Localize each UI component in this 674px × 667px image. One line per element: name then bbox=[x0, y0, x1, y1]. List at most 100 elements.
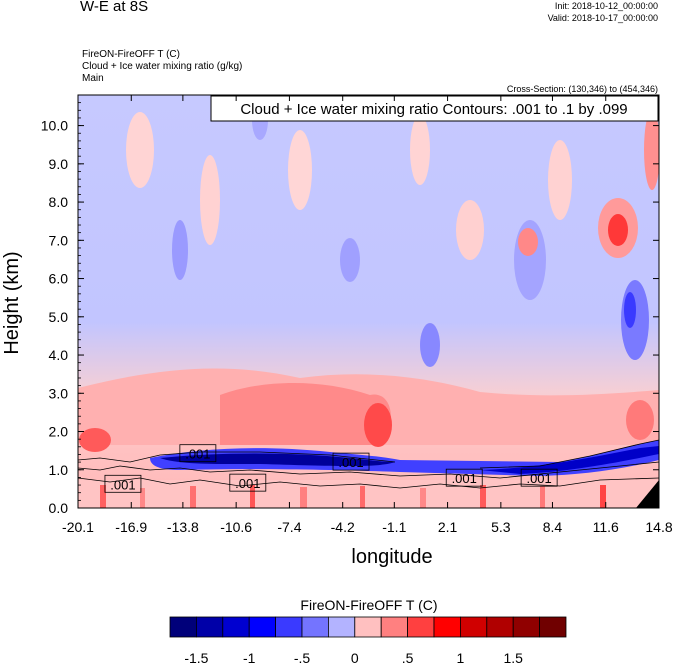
y-tick-label: 6.0 bbox=[49, 271, 69, 287]
y-tick-label: 4.0 bbox=[49, 347, 69, 363]
y-tick-label: 0.0 bbox=[49, 500, 69, 516]
x-tick-label: 8.4 bbox=[543, 519, 563, 535]
surface-stripe bbox=[140, 488, 145, 508]
surface-stripe bbox=[420, 488, 426, 508]
y-tick-label: 3.0 bbox=[49, 385, 69, 401]
contour-label-box bbox=[445, 468, 483, 487]
x-tick-label: -13.8 bbox=[167, 519, 199, 535]
colorbar-title: FireON-FireOFF T (C) bbox=[300, 597, 437, 613]
x-tick-label: 14.8 bbox=[645, 519, 672, 535]
surface-stripe bbox=[100, 485, 106, 508]
contour-label: .001 bbox=[526, 471, 551, 486]
colorbar-swatch bbox=[433, 616, 461, 638]
surface-stripe bbox=[540, 486, 545, 508]
surface-stripe bbox=[300, 487, 307, 508]
contour-label-box bbox=[229, 473, 267, 492]
y-tick-label: 9.0 bbox=[49, 156, 69, 172]
x-tick-label: -4.2 bbox=[331, 519, 355, 535]
contour-info-box bbox=[210, 95, 659, 122]
cold-band bbox=[480, 446, 659, 474]
anomaly-patch bbox=[518, 228, 538, 256]
y-axis: 0.0 1.0 2.0 3.0 4.0 5.0 6.0 7.0 8.0 9.0 10.0 bbox=[41, 94, 659, 516]
x-tick-label: -16.9 bbox=[115, 519, 147, 535]
anomaly-patch bbox=[288, 130, 312, 210]
anomaly-patch bbox=[410, 115, 430, 185]
colorbar-swatch bbox=[486, 616, 514, 638]
anomaly-patch bbox=[364, 403, 392, 447]
x-tick-label: -7.4 bbox=[277, 519, 301, 535]
x-tick-label: -10.6 bbox=[220, 519, 252, 535]
y-tick-label: 7.0 bbox=[49, 232, 69, 248]
domain-label: Main bbox=[82, 73, 104, 84]
colorbar-tick-label: 1 bbox=[457, 650, 465, 666]
y-tick-label: 1.0 bbox=[49, 462, 69, 478]
colorbar-tick-label: 0 bbox=[351, 650, 359, 666]
colorbar-swatch bbox=[195, 616, 224, 638]
contour-label: .001 bbox=[185, 447, 210, 462]
y-tick-label: 5.0 bbox=[49, 309, 69, 325]
anomaly-patch bbox=[548, 140, 572, 220]
colorbar-tick-label: -1.5 bbox=[184, 650, 208, 666]
contour-label-box bbox=[520, 468, 558, 487]
anomaly-patch bbox=[644, 110, 659, 190]
contour-info: Cloud + Ice water mixing ratio Contours:… bbox=[240, 101, 627, 118]
colorbar-swatch bbox=[169, 616, 197, 638]
x-axis: -20.1 -16.9 -13.8 -10.6 -7.4 -4.2 -1.1 2.1 5.3 8.… bbox=[62, 95, 673, 535]
contour-label-box bbox=[179, 444, 217, 463]
chart-title: W-E at 8S bbox=[80, 0, 149, 15]
colorbar-swatch bbox=[248, 616, 276, 638]
colorbar-swatch bbox=[380, 616, 409, 638]
anomaly-patch bbox=[126, 112, 154, 188]
cloud-contour bbox=[78, 477, 659, 489]
cloud-contour bbox=[78, 461, 659, 479]
contour-label: .001 bbox=[338, 455, 363, 470]
cloud-contour bbox=[479, 439, 659, 469]
colorbar-swatch bbox=[327, 616, 356, 638]
colorbar-swatch bbox=[354, 616, 382, 638]
colorbar-swatch bbox=[301, 616, 329, 638]
x-tick-label: 5.3 bbox=[491, 519, 511, 535]
contour-label: .001 bbox=[235, 476, 260, 491]
colorbar-tick-label: .5 bbox=[402, 650, 414, 666]
anomaly-patch bbox=[172, 220, 188, 280]
valid-time: Valid: 2018-10-17_00:00:00 bbox=[547, 13, 658, 23]
warm-layer bbox=[220, 382, 391, 445]
init-time: Init: 2018-10-12_00:00:00 bbox=[554, 1, 658, 11]
colorbar-swatch bbox=[275, 616, 303, 638]
contour-label-box bbox=[104, 474, 142, 493]
x-tick-label: -1.1 bbox=[382, 519, 406, 535]
contour-label: .001 bbox=[452, 471, 477, 486]
colorbar-swatch bbox=[539, 616, 567, 638]
y-tick-label: 2.0 bbox=[49, 424, 69, 440]
x-tick-label: 11.6 bbox=[593, 519, 619, 535]
colorbar-tick-label: -.5 bbox=[294, 650, 311, 666]
contour-label: .001 bbox=[110, 477, 135, 492]
anomaly-patch bbox=[624, 292, 636, 328]
terrain-mask bbox=[636, 480, 659, 508]
cross-section-label: Cross-Section: (130,346) to (454,346) bbox=[506, 84, 658, 94]
anomaly-patch bbox=[200, 155, 220, 245]
colorbar-tick-label: -1 bbox=[243, 650, 256, 666]
anomaly-patch bbox=[626, 400, 654, 440]
contour-label-box bbox=[332, 452, 370, 471]
colorbar-swatch bbox=[222, 616, 250, 638]
colorbar-swatch bbox=[407, 616, 435, 638]
x-tick-label: 2.1 bbox=[438, 519, 458, 535]
colorbar-swatch bbox=[512, 616, 541, 638]
plot-area bbox=[78, 95, 659, 508]
anomaly-patch bbox=[340, 238, 360, 282]
anomaly-patch bbox=[420, 323, 440, 367]
colorbar-swatch bbox=[459, 616, 488, 638]
field-background bbox=[78, 95, 659, 508]
field-label-cloud-ice: Cloud + Ice water mixing ratio (g/kg) bbox=[82, 61, 243, 72]
y-axis-label: Height (km) bbox=[1, 251, 23, 354]
surface-stripe bbox=[480, 485, 486, 508]
colorbar-tick-label: 1.5 bbox=[503, 650, 523, 666]
anomaly-patch bbox=[79, 428, 111, 452]
anomaly-patch bbox=[456, 200, 484, 260]
surface-stripe bbox=[190, 486, 196, 508]
contour-labels: .001 .001 .001 .001 .001 .001 bbox=[104, 444, 558, 493]
surface-stripe bbox=[600, 485, 606, 508]
surface-stripe bbox=[250, 485, 255, 508]
